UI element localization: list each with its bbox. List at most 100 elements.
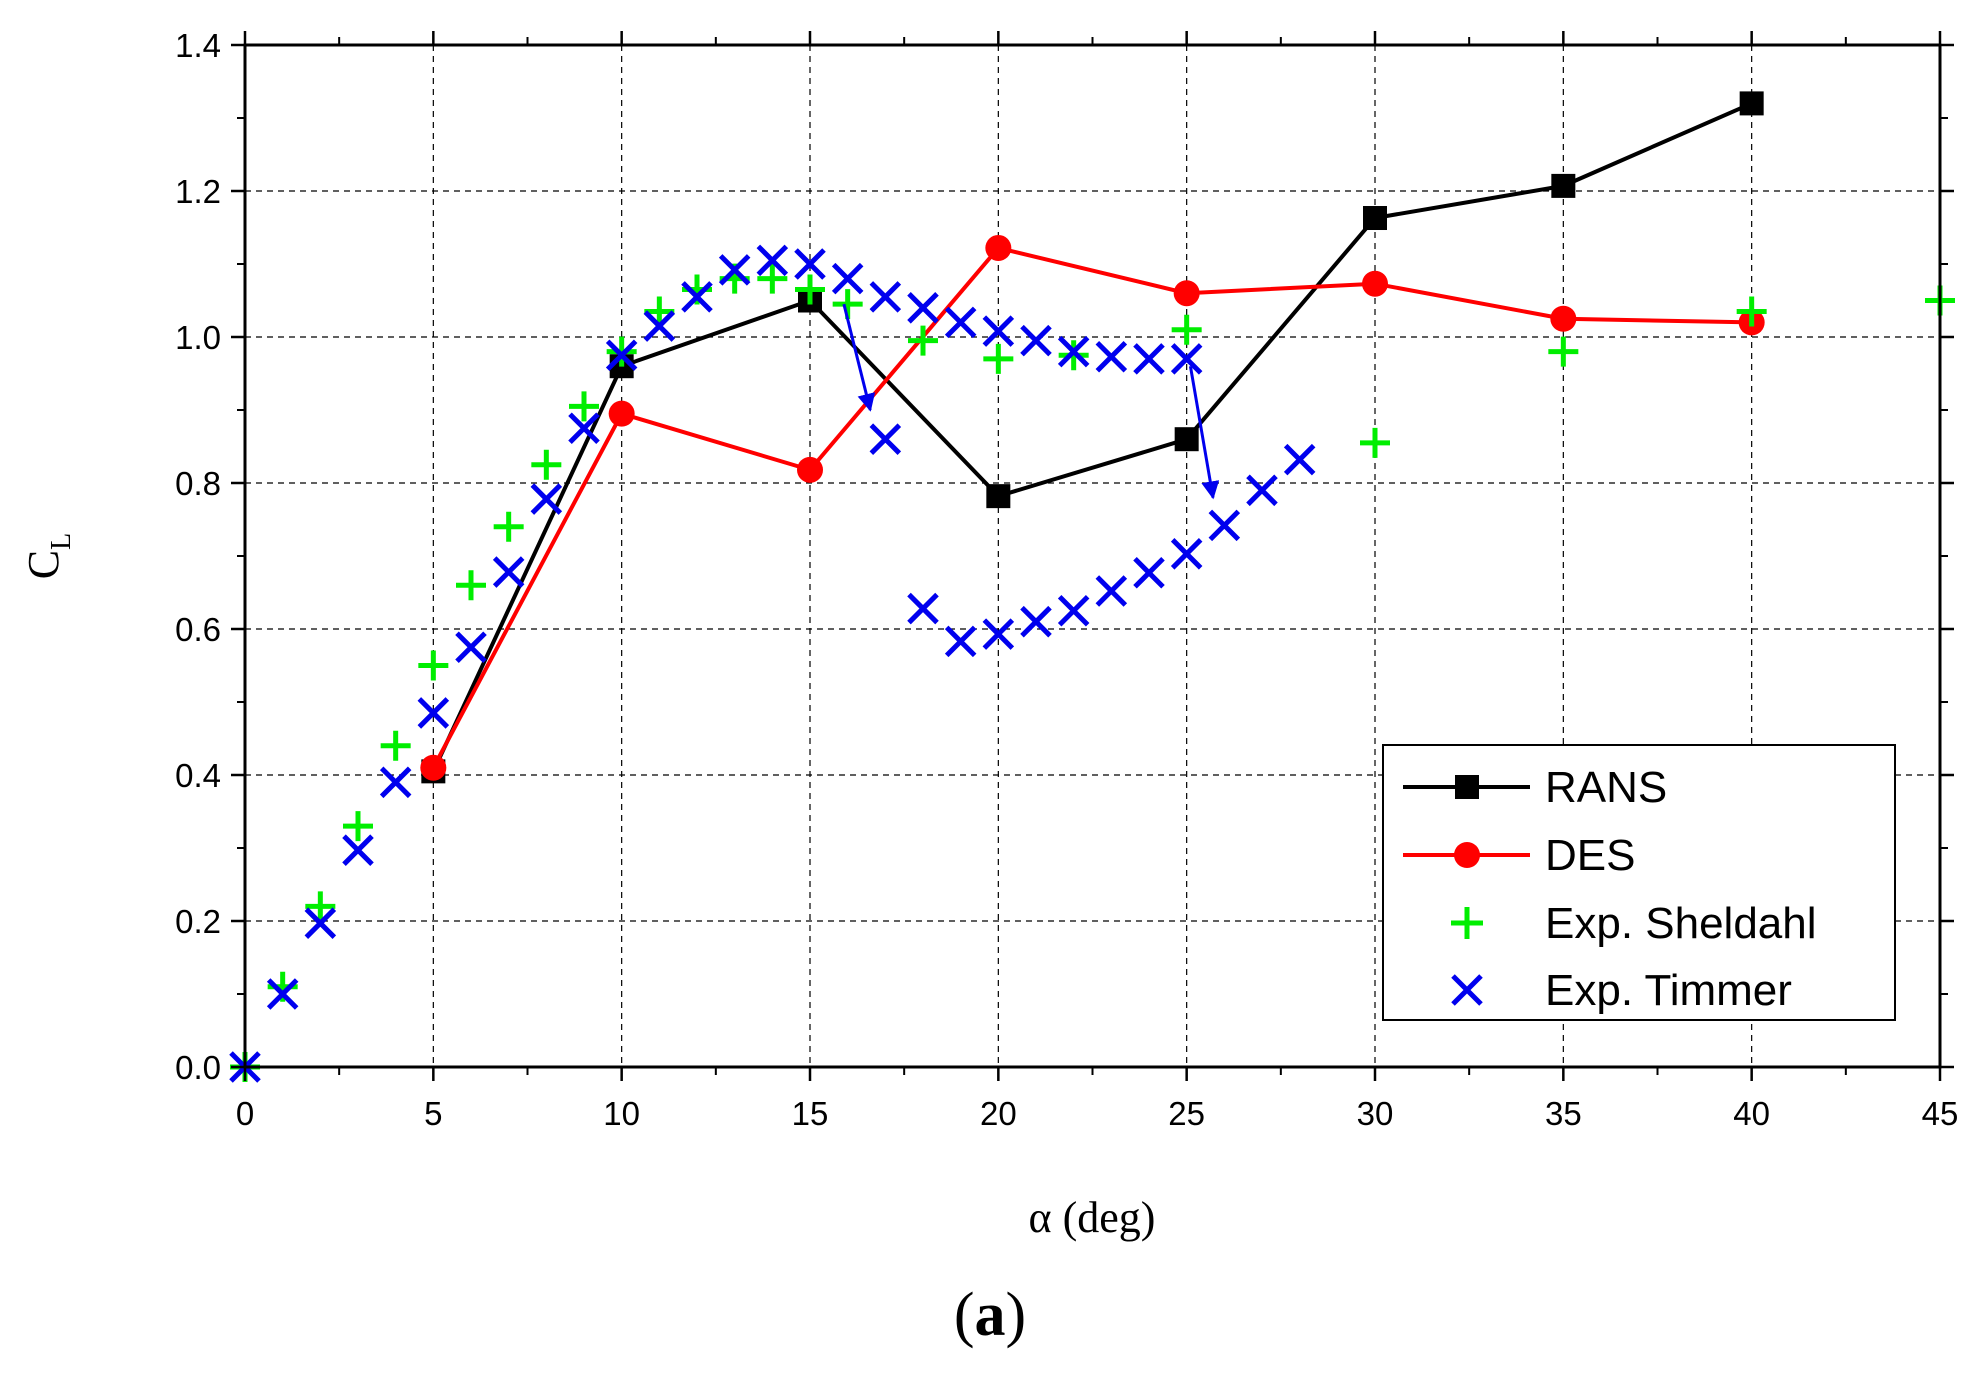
plot-series bbox=[229, 91, 1955, 1083]
data-point bbox=[455, 631, 487, 664]
data-point bbox=[1170, 343, 1203, 375]
data-point bbox=[1173, 280, 1200, 307]
data-point bbox=[907, 292, 939, 324]
data-point bbox=[869, 423, 902, 455]
data-point bbox=[304, 907, 337, 939]
figure-caption: (a) bbox=[954, 1281, 1026, 1349]
legend-entry-des: DES bbox=[1403, 831, 1635, 880]
y-tick-label: 1.2 bbox=[175, 173, 221, 210]
y-axis-title: CL bbox=[19, 533, 77, 579]
data-point bbox=[944, 306, 977, 339]
x-tick-label: 5 bbox=[424, 1095, 442, 1132]
data-point bbox=[606, 336, 637, 367]
data-point bbox=[982, 315, 1015, 347]
data-point bbox=[1020, 605, 1052, 638]
data-point bbox=[417, 697, 450, 729]
x-tick-label: 30 bbox=[1357, 1095, 1394, 1132]
legend-rans-marker bbox=[1455, 775, 1479, 799]
data-point bbox=[794, 248, 826, 280]
data-point bbox=[266, 978, 299, 1010]
data-point bbox=[907, 592, 939, 625]
axis-ticks: 0 5 10 15 20 25 30 35 40 45 0.0 0.2 0.4 0.6 0.8 1.0 1.2 1… bbox=[175, 27, 1958, 1132]
y-tick-label: 0.6 bbox=[175, 611, 221, 648]
data-point bbox=[983, 343, 1014, 374]
data-point bbox=[305, 891, 336, 922]
data-point bbox=[569, 391, 599, 422]
annotation-arrow bbox=[1188, 365, 1220, 500]
data-point bbox=[380, 730, 411, 761]
legend-label-des: DES bbox=[1545, 831, 1635, 880]
data-point bbox=[1174, 427, 1199, 452]
data-point bbox=[1133, 557, 1165, 589]
data-point bbox=[456, 570, 486, 601]
y-tick-label: 0.4 bbox=[175, 757, 221, 794]
x-tick-label: 15 bbox=[792, 1095, 829, 1132]
data-point bbox=[1736, 296, 1767, 327]
data-point bbox=[1208, 509, 1241, 542]
data-point bbox=[342, 834, 374, 866]
data-point bbox=[493, 511, 524, 542]
caption-open: ( bbox=[954, 1281, 975, 1349]
x-tick-label: 20 bbox=[980, 1095, 1017, 1132]
x-tick-label: 35 bbox=[1545, 1095, 1582, 1132]
data-point bbox=[420, 754, 447, 781]
data-point bbox=[379, 766, 412, 799]
data-point bbox=[1095, 340, 1128, 373]
y-axis-title-sub: L bbox=[46, 533, 77, 550]
data-point bbox=[1360, 427, 1390, 458]
data-point bbox=[1246, 474, 1278, 507]
annotation-arrow bbox=[842, 303, 876, 412]
x-tick-label: 40 bbox=[1733, 1095, 1770, 1132]
x-tick-label: 10 bbox=[603, 1095, 640, 1132]
data-point bbox=[1058, 340, 1089, 371]
data-point bbox=[1095, 575, 1128, 607]
caption-letter: a bbox=[975, 1281, 1006, 1349]
data-point bbox=[1133, 343, 1165, 375]
data-point bbox=[985, 234, 1012, 261]
legend-des-marker bbox=[1454, 842, 1480, 868]
data-point bbox=[1363, 206, 1387, 231]
series-rans bbox=[421, 91, 1764, 784]
y-axis-title-main: C bbox=[19, 550, 68, 579]
data-point bbox=[757, 263, 788, 294]
series-line bbox=[431, 245, 1752, 769]
annotations bbox=[842, 303, 1220, 500]
x-axis-title: α (deg) bbox=[1029, 1193, 1156, 1242]
data-point bbox=[530, 483, 563, 515]
data-point bbox=[1020, 324, 1052, 357]
data-point bbox=[1362, 270, 1388, 297]
data-point bbox=[608, 400, 635, 427]
data-point bbox=[908, 325, 938, 356]
x-tick-label: 25 bbox=[1168, 1095, 1205, 1132]
legend-label-rans: RANS bbox=[1545, 763, 1667, 812]
svg-text:CL: CL bbox=[19, 533, 77, 579]
data-point bbox=[1057, 594, 1090, 627]
data-point bbox=[1548, 336, 1579, 367]
data-point bbox=[986, 484, 1011, 509]
y-tick-label: 0.8 bbox=[175, 465, 221, 502]
data-point bbox=[605, 339, 638, 372]
data-point bbox=[1739, 91, 1764, 116]
data-point bbox=[531, 449, 562, 480]
y-tick-label: 1.4 bbox=[175, 27, 221, 64]
caption-close: ) bbox=[1006, 1281, 1027, 1349]
data-point bbox=[644, 296, 675, 327]
data-point bbox=[797, 456, 823, 483]
data-point bbox=[756, 244, 789, 277]
series-line bbox=[431, 101, 1753, 773]
data-point bbox=[831, 262, 864, 295]
data-point bbox=[1171, 314, 1202, 345]
y-tick-label: 0.0 bbox=[175, 1049, 221, 1086]
y-tick-label: 1.0 bbox=[175, 319, 221, 356]
data-point bbox=[1550, 305, 1577, 332]
series-exp-timmer bbox=[229, 244, 1316, 1083]
data-point bbox=[1057, 335, 1090, 368]
data-point bbox=[492, 556, 525, 588]
legend-entry-sheldahl: Exp. Sheldahl bbox=[1451, 899, 1817, 948]
legend-entry-rans: RANS bbox=[1403, 763, 1667, 812]
legend: RANS DES Exp. Sheldahl Exp. Timmer bbox=[1382, 744, 1896, 1021]
legend-label-timmer: Exp. Timmer bbox=[1545, 966, 1792, 1015]
data-point bbox=[944, 625, 977, 658]
data-point bbox=[1170, 538, 1203, 570]
